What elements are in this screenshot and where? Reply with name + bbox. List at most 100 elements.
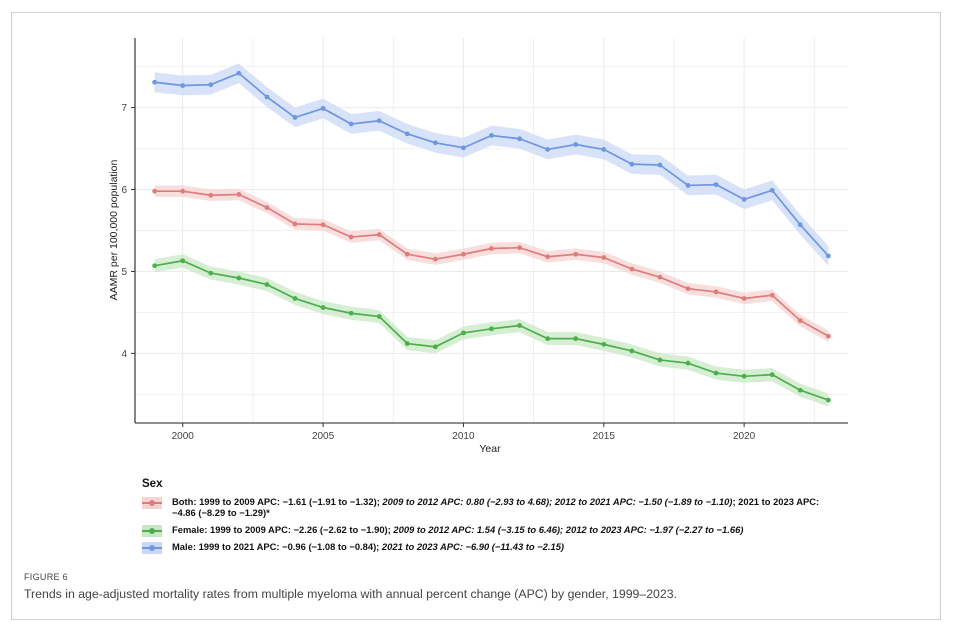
point-female	[320, 305, 326, 310]
point-male	[320, 106, 326, 111]
legend-swatch-both	[142, 497, 162, 509]
point-female	[601, 341, 607, 347]
legend: Sex Both: 1999 to 2009 APC: −1.61 (−1.91…	[142, 478, 842, 558]
y-tick-label: 6	[121, 185, 127, 196]
band-male	[154, 63, 829, 266]
point-male	[825, 253, 831, 259]
point-female	[180, 258, 186, 264]
point-male	[769, 187, 775, 193]
point-both	[517, 245, 522, 251]
point-both	[601, 255, 607, 260]
point-both	[432, 256, 438, 262]
x-tick-label: 2020	[733, 431, 756, 442]
line-chart: 4 5 6 7 2000 2005 2010 2015 2020 Year AAMR per 1…	[108, 38, 848, 455]
legend-swatch-female	[142, 525, 162, 537]
point-both	[489, 246, 494, 251]
point-both	[404, 251, 410, 257]
point-male	[404, 131, 410, 137]
legend-title: Sex	[142, 478, 163, 490]
point-both	[545, 254, 551, 260]
point-both	[685, 286, 691, 292]
point-female	[573, 336, 579, 342]
point-both	[376, 232, 382, 237]
point-both	[741, 296, 747, 301]
figure-frame	[11, 12, 941, 620]
point-male	[432, 140, 438, 146]
point-female	[236, 275, 242, 281]
point-female	[769, 372, 775, 378]
point-male	[629, 161, 635, 167]
x-tick-label: 2010	[452, 431, 475, 442]
point-male	[152, 79, 158, 85]
point-male	[713, 182, 719, 188]
point-female	[741, 373, 747, 379]
legend-item-female: Female: 1999 to 2009 APC: −2.26 (−2.62 t…	[142, 524, 842, 537]
x-axis-label: Year	[479, 443, 501, 455]
point-female	[545, 336, 551, 342]
series-lines	[154, 72, 829, 401]
point-female	[685, 360, 691, 366]
point-both	[769, 292, 775, 298]
point-male	[601, 147, 607, 152]
point-female	[404, 341, 410, 346]
point-both	[713, 289, 719, 295]
legend-text-female-italic: 2009 to 2012 APC: 1.54 (−3.15 to 6.46); …	[393, 524, 744, 535]
y-tick-label: 5	[121, 267, 127, 278]
y-axis-label: AAMR per 100,000 population	[108, 160, 120, 301]
point-male	[208, 82, 214, 88]
point-female	[461, 330, 466, 336]
tick-labels: 4 5 6 7 2000 2005 2010 2015 2020	[121, 103, 755, 442]
legend-text-male-italic: 2021 to 2023 APC: −6.90 (−11.43 to −2.15…	[381, 541, 565, 552]
point-both	[180, 188, 186, 194]
legend-item-both: Both: 1999 to 2009 APC: −1.61 (−1.91 to …	[142, 496, 842, 518]
legend-text-female-part1: Female: 1999 to 2009 APC: −2.26 (−2.62 t…	[172, 524, 394, 535]
point-female	[713, 370, 719, 376]
point-both	[348, 234, 354, 240]
point-female	[629, 348, 635, 354]
point-male	[517, 136, 522, 142]
point-male	[236, 70, 242, 76]
line-male	[154, 72, 829, 257]
legend-item-male: Male: 1999 to 2021 APC: −0.96 (−1.08 to …	[142, 541, 842, 554]
point-female	[348, 310, 354, 316]
point-female	[489, 326, 494, 332]
point-male	[461, 145, 466, 151]
band-both	[154, 185, 829, 342]
figure-label: FIGURE 6	[24, 572, 68, 582]
point-both	[292, 221, 298, 227]
data-points	[152, 70, 831, 403]
point-male	[292, 115, 298, 120]
point-both	[825, 333, 831, 339]
point-female	[797, 387, 803, 393]
point-both	[264, 205, 270, 210]
point-both	[320, 222, 326, 228]
point-male	[489, 133, 494, 138]
point-female	[517, 323, 522, 328]
axes	[134, 38, 848, 424]
point-female	[152, 263, 158, 269]
point-both	[461, 251, 466, 257]
point-female	[432, 344, 438, 350]
point-male	[264, 94, 270, 100]
point-female	[657, 357, 663, 363]
point-male	[180, 83, 186, 88]
legend-swatch-male	[142, 542, 162, 554]
figure-caption: Trends in age-adjusted mortality rates f…	[24, 587, 677, 601]
x-tick-label: 2000	[172, 431, 195, 442]
x-tick-label: 2015	[593, 431, 616, 442]
point-both	[573, 251, 579, 257]
point-male	[797, 222, 803, 228]
point-both	[629, 266, 635, 272]
point-both	[208, 192, 214, 198]
x-tick-label: 2005	[312, 431, 335, 442]
point-male	[741, 196, 747, 202]
legend-text-both-italic: 2009 to 2012 APC: 0.80 (−2.93 to 4.68); …	[382, 496, 733, 507]
point-both	[657, 274, 663, 280]
point-male	[573, 142, 579, 147]
point-female	[376, 314, 382, 319]
legend-text-both-part1: Both: 1999 to 2009 APC: −1.61 (−1.91 to …	[172, 496, 383, 507]
legend-text-both-part3: ; 2021 to 2023 APC: −4.86 (−8.29 to −1.2…	[172, 496, 820, 518]
point-both	[797, 318, 803, 324]
point-both	[152, 188, 158, 194]
grid-lines	[135, 38, 848, 423]
